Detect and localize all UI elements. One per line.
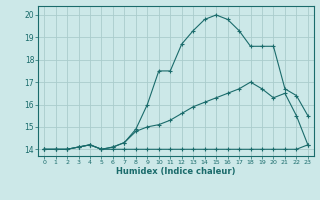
X-axis label: Humidex (Indice chaleur): Humidex (Indice chaleur)	[116, 167, 236, 176]
